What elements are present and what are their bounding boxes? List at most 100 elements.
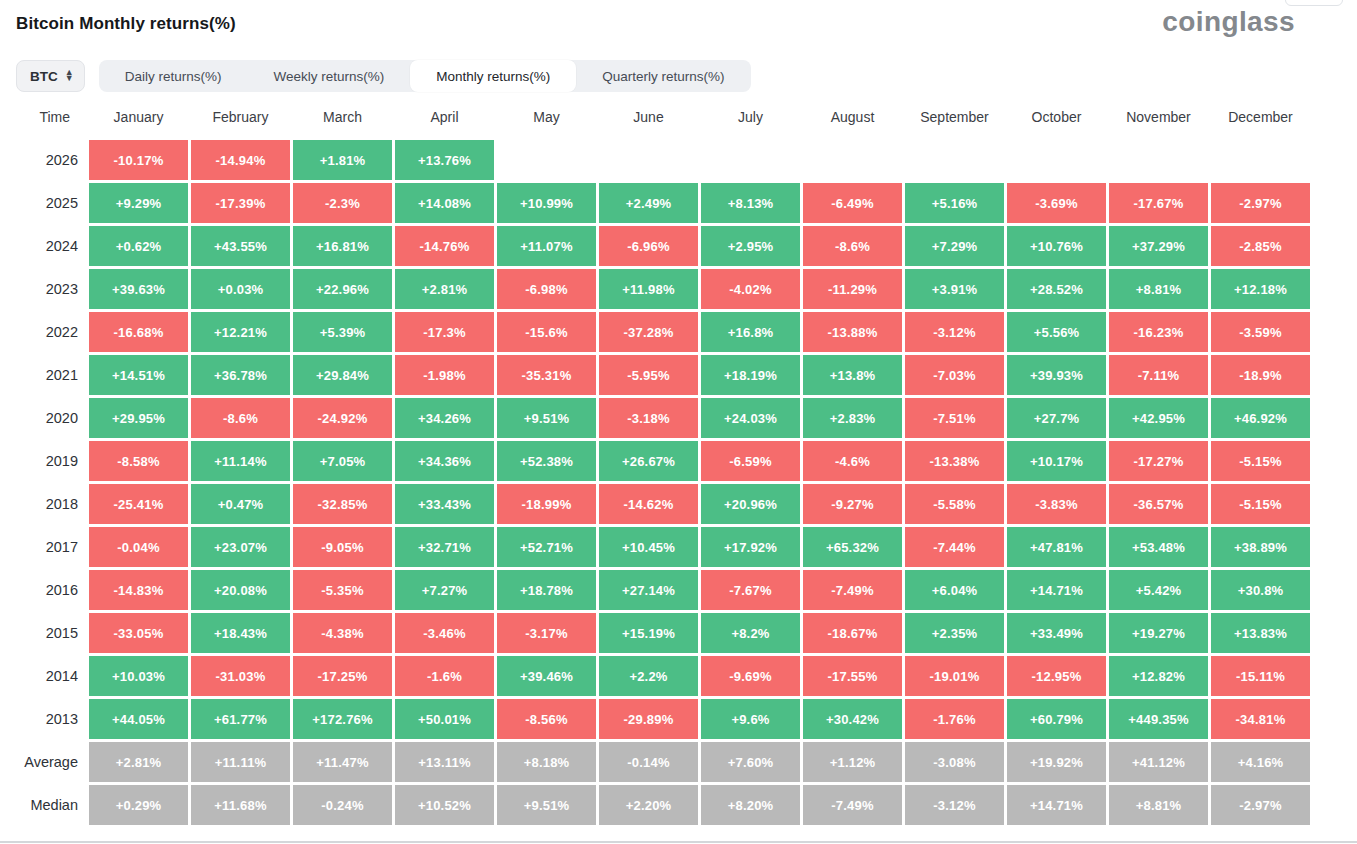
- return-cell: -3.12%: [905, 785, 1004, 825]
- return-cell: +8.13%: [701, 183, 800, 223]
- return-cell: -14.94%: [191, 140, 290, 180]
- return-cell: +41.12%: [1109, 742, 1208, 782]
- return-cell: -17.27%: [1109, 441, 1208, 481]
- row-label: 2016: [0, 570, 86, 610]
- empty-cell: [1007, 140, 1106, 180]
- month-header: September: [905, 97, 1004, 137]
- return-cell: -17.67%: [1109, 183, 1208, 223]
- return-cell: +0.47%: [191, 484, 290, 524]
- return-cell: -8.6%: [803, 226, 902, 266]
- return-cell: +12.21%: [191, 312, 290, 352]
- return-cell: +53.48%: [1109, 527, 1208, 567]
- empty-cell: [905, 140, 1004, 180]
- tab-weekly-returns[interactable]: Weekly returns(%): [247, 60, 410, 92]
- return-cell: +2.95%: [701, 226, 800, 266]
- return-cell: +13.8%: [803, 355, 902, 395]
- return-cell: +60.79%: [1007, 699, 1106, 739]
- return-cell: -31.03%: [191, 656, 290, 696]
- return-cell: +9.51%: [497, 398, 596, 438]
- return-cell: +10.76%: [1007, 226, 1106, 266]
- return-cell: -7.51%: [905, 398, 1004, 438]
- return-cell: +34.26%: [395, 398, 494, 438]
- return-cell: +1.12%: [803, 742, 902, 782]
- return-cell: -3.46%: [395, 613, 494, 653]
- return-cell: -1.6%: [395, 656, 494, 696]
- return-cell: -12.95%: [1007, 656, 1106, 696]
- symbol-select[interactable]: BTC ▲▼: [16, 60, 85, 92]
- return-cell: -36.57%: [1109, 484, 1208, 524]
- tab-quarterly-returns[interactable]: Quarterly returns(%): [576, 60, 750, 92]
- row-label: 2013: [0, 699, 86, 739]
- return-cell: -11.29%: [803, 269, 902, 309]
- row-label: 2015: [0, 613, 86, 653]
- return-cell: -8.58%: [89, 441, 188, 481]
- return-cell: -18.9%: [1211, 355, 1310, 395]
- return-cell: -4.38%: [293, 613, 392, 653]
- return-cell: +52.71%: [497, 527, 596, 567]
- return-cell: +7.05%: [293, 441, 392, 481]
- return-cell: +32.71%: [395, 527, 494, 567]
- empty-cell: [701, 140, 800, 180]
- return-cell: +33.49%: [1007, 613, 1106, 653]
- return-cell: +11.07%: [497, 226, 596, 266]
- page: Bitcoin Monthly returns(%) coinglass BTC…: [0, 0, 1357, 844]
- return-cell: -6.49%: [803, 183, 902, 223]
- return-cell: +7.27%: [395, 570, 494, 610]
- return-cell: -8.6%: [191, 398, 290, 438]
- return-cell: +65.32%: [803, 527, 902, 567]
- row-label: 2023: [0, 269, 86, 309]
- return-cell: +36.78%: [191, 355, 290, 395]
- return-cell: +13.76%: [395, 140, 494, 180]
- return-cell: -5.15%: [1211, 484, 1310, 524]
- return-cell: -17.55%: [803, 656, 902, 696]
- return-cell: +2.83%: [803, 398, 902, 438]
- return-cell: +18.78%: [497, 570, 596, 610]
- return-cell: -2.97%: [1211, 183, 1310, 223]
- return-cell: -35.31%: [497, 355, 596, 395]
- month-header: April: [395, 97, 494, 137]
- return-cell: +9.6%: [701, 699, 800, 739]
- return-cell: -2.97%: [1211, 785, 1310, 825]
- return-cell: +20.08%: [191, 570, 290, 610]
- return-cell: +11.68%: [191, 785, 290, 825]
- return-cell: +39.93%: [1007, 355, 1106, 395]
- return-cell: -3.08%: [905, 742, 1004, 782]
- tab-daily-returns[interactable]: Daily returns(%): [99, 60, 248, 92]
- return-cell: +18.19%: [701, 355, 800, 395]
- controls-bar: BTC ▲▼ Daily returns(%)Weekly returns(%)…: [16, 60, 751, 92]
- return-cell: -24.92%: [293, 398, 392, 438]
- return-cell: -37.28%: [599, 312, 698, 352]
- return-cell: +27.14%: [599, 570, 698, 610]
- return-cell: -3.59%: [1211, 312, 1310, 352]
- return-cell: +26.67%: [599, 441, 698, 481]
- returns-table: TimeJanuaryFebruaryMarchAprilMayJuneJuly…: [0, 97, 1310, 825]
- return-cell: +10.99%: [497, 183, 596, 223]
- return-cell: +11.14%: [191, 441, 290, 481]
- return-cell: -3.17%: [497, 613, 596, 653]
- return-cell: -2.85%: [1211, 226, 1310, 266]
- return-cell: +8.81%: [1109, 785, 1208, 825]
- return-cell: -16.68%: [89, 312, 188, 352]
- return-cell: -34.81%: [1211, 699, 1310, 739]
- return-cell: +10.45%: [599, 527, 698, 567]
- updown-chevron-icon: ▲▼: [65, 70, 74, 82]
- return-cell: -33.05%: [89, 613, 188, 653]
- return-cell: -4.02%: [701, 269, 800, 309]
- return-cell: +8.2%: [701, 613, 800, 653]
- return-cell: +2.81%: [395, 269, 494, 309]
- return-cell: +10.17%: [1007, 441, 1106, 481]
- row-label: 2021: [0, 355, 86, 395]
- return-cell: +19.92%: [1007, 742, 1106, 782]
- return-cell: +8.20%: [701, 785, 800, 825]
- return-cell: +9.29%: [89, 183, 188, 223]
- empty-cell: [497, 140, 596, 180]
- return-cell: -7.44%: [905, 527, 1004, 567]
- tab-monthly-returns[interactable]: Monthly returns(%): [410, 60, 576, 92]
- row-label: 2020: [0, 398, 86, 438]
- return-cell: +2.2%: [599, 656, 698, 696]
- return-cell: +22.96%: [293, 269, 392, 309]
- return-cell: -7.03%: [905, 355, 1004, 395]
- return-cell: -17.3%: [395, 312, 494, 352]
- row-label: 2014: [0, 656, 86, 696]
- return-cell: +50.01%: [395, 699, 494, 739]
